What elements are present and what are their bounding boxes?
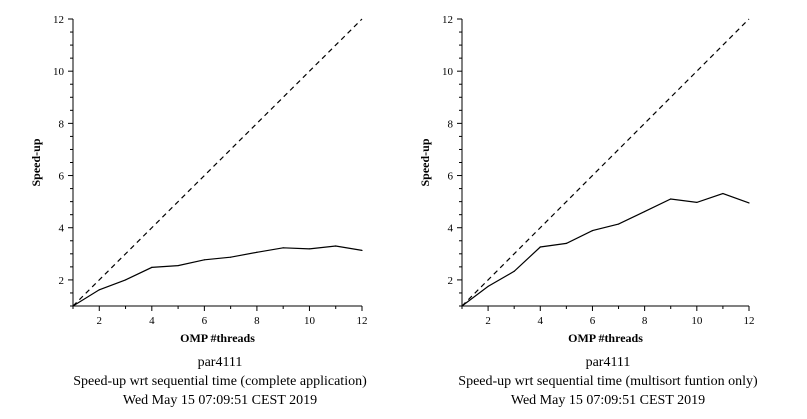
- data-point: [335, 245, 337, 247]
- y-tick-label: 2: [448, 275, 454, 287]
- x-tick-label: 8: [642, 315, 648, 327]
- data-point: [591, 229, 594, 232]
- data-point: [722, 192, 724, 195]
- data-point: [282, 247, 284, 249]
- x-tick-label: 2: [97, 315, 103, 327]
- x-tick-label: 10: [691, 315, 703, 327]
- data-point: [539, 246, 541, 248]
- data-point: [696, 201, 698, 204]
- y-tick-label: 10: [53, 66, 65, 78]
- chart-timestamp: Wed May 15 07:09:51 CEST 2019: [123, 393, 317, 408]
- y-tick-label: 10: [442, 66, 454, 78]
- data-point: [487, 285, 489, 288]
- chart-title: par4111: [198, 355, 243, 370]
- data-point: [230, 256, 232, 258]
- data-point: [177, 264, 179, 267]
- data-point: [151, 266, 153, 268]
- y-tick-label: 6: [59, 171, 65, 183]
- chart-subtitle: Speed-up wrt sequential time (multisort …: [458, 374, 758, 389]
- data-point: [565, 242, 567, 244]
- data-point: [361, 249, 363, 252]
- data-point: [98, 289, 100, 291]
- ideal-speedup-line: [72, 18, 363, 307]
- x-axis-label: OMP #threads: [180, 331, 255, 345]
- y-tick-label: 8: [448, 118, 454, 130]
- data-point: [617, 223, 620, 225]
- x-tick-label: 12: [357, 315, 368, 327]
- x-tick-label: 4: [149, 315, 155, 327]
- data-point: [256, 251, 258, 253]
- y-axis-label: Speed-up: [29, 138, 43, 186]
- x-tick-label: 4: [538, 315, 544, 327]
- x-tick-label: 8: [254, 315, 260, 327]
- chart-complete-application: 2 4 6 8 10 12 2 4 6 8 10 12 OMP #threads Speed-up par4…: [29, 14, 368, 408]
- y-tick-label: 2: [59, 275, 65, 287]
- chart-multisort-function: 2 4 6 8 10 12 2 4 6 8 10 12 OMP #threads Speed-up par4…: [418, 14, 758, 408]
- y-tick-label: 8: [59, 118, 65, 130]
- measured-speedup-line: [72, 245, 363, 307]
- data-point: [513, 270, 515, 272]
- data-point: [308, 248, 311, 250]
- chart-title: par4111: [586, 355, 631, 370]
- measured-speedup-line: [461, 192, 750, 307]
- y-tick-label: 12: [442, 14, 453, 26]
- data-point: [124, 279, 127, 281]
- y-tick-label: 4: [59, 223, 65, 235]
- y-axis-label: Speed-up: [418, 138, 432, 186]
- chart-timestamp: Wed May 15 07:09:51 CEST 2019: [511, 393, 705, 408]
- ideal-speedup-line: [461, 18, 750, 307]
- data-point: [748, 202, 750, 204]
- data-point: [644, 210, 646, 213]
- x-tick-label: 6: [202, 315, 208, 327]
- x-tick-label: 10: [304, 315, 316, 327]
- x-tick-label: 12: [744, 315, 755, 327]
- x-axis-label: OMP #threads: [568, 331, 643, 345]
- chart-subtitle: Speed-up wrt sequential time (complete a…: [73, 374, 367, 389]
- data-point: [670, 198, 672, 200]
- data-point: [203, 259, 205, 261]
- x-tick-label: 6: [590, 315, 596, 327]
- y-tick-label: 6: [448, 171, 454, 183]
- y-tick-label: 4: [448, 223, 454, 235]
- y-tick-label: 12: [53, 14, 64, 26]
- x-tick-label: 2: [485, 315, 491, 327]
